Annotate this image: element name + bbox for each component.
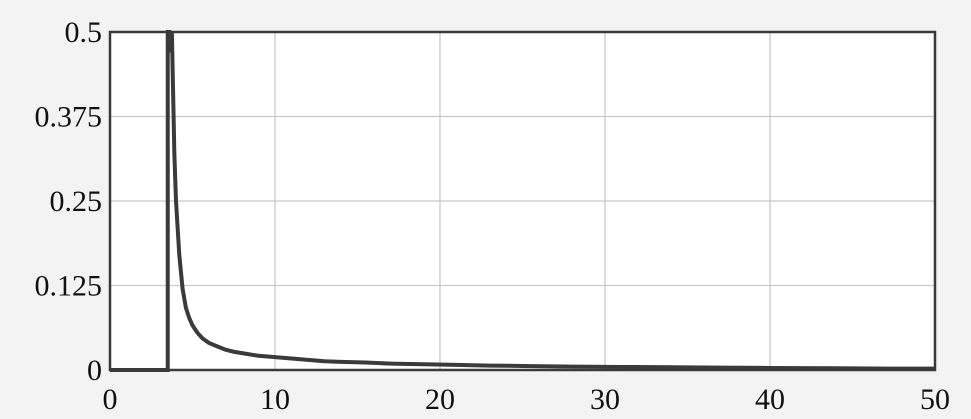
y-axis-tick-labels: 0 0.125 0.25 0.375 0.5: [35, 16, 103, 387]
x-tick-label: 20: [425, 383, 455, 414]
x-tick-label: 0: [103, 383, 118, 414]
x-tick-label: 50: [920, 383, 950, 414]
series-layer: [110, 30, 935, 372]
x-tick-label: 40: [755, 383, 785, 414]
plot-frame: [108, 30, 937, 372]
y-tick-label: 0.125: [35, 270, 103, 303]
grid-lines: [110, 32, 935, 370]
x-tick-label: 30: [590, 383, 620, 414]
x-axis-tick-labels: 0 10 20 30 40 50: [103, 383, 951, 416]
x-tick-label: 10: [260, 383, 290, 414]
y-tick-label: 0.25: [50, 185, 103, 218]
y-tick-label: 0.375: [35, 101, 103, 134]
series-line: [110, 30, 935, 372]
y-tick-label: 0: [87, 354, 102, 387]
y-tick-label: 0.5: [65, 16, 103, 49]
